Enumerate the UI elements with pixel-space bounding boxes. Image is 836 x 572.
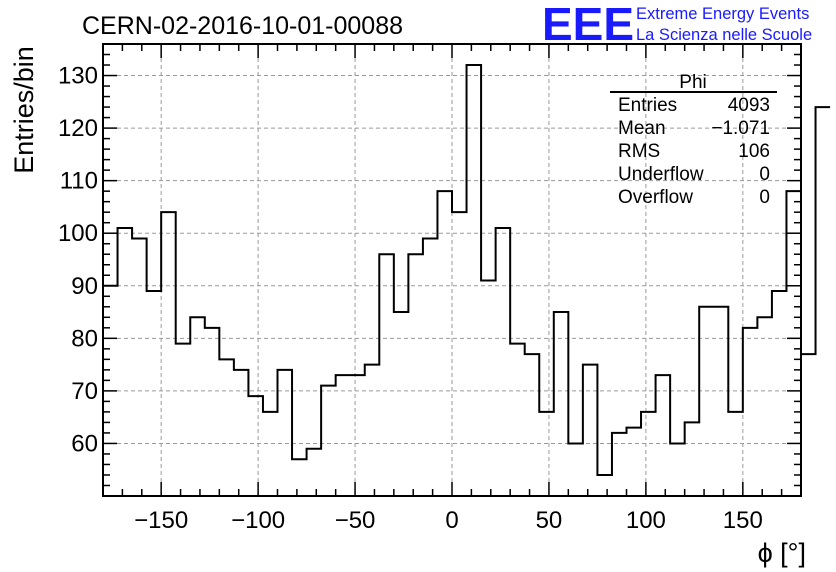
x-tick-labels: −150 −100 −50 0 50 100 150	[134, 507, 763, 534]
x-tick-label: −50	[335, 507, 376, 534]
logo-line-2: La Scienza nelle Scuole	[636, 26, 812, 44]
y-tick-label: 60	[71, 430, 98, 457]
y-tick-labels: 60 70 80 90 100 110 120 130	[58, 63, 98, 458]
y-tick-label: 80	[71, 325, 98, 352]
stats-row-value: 0	[759, 164, 770, 185]
x-tick-label: −150	[134, 507, 188, 534]
x-tick-label: 0	[445, 507, 458, 534]
stats-row-value: 4093	[728, 95, 770, 116]
x-axis-title: ϕ [°]	[758, 538, 806, 568]
stats-row-label: Mean	[618, 118, 666, 139]
logo-mark: EEE	[542, 0, 634, 50]
x-tick-label: 150	[723, 507, 763, 534]
y-tick-label: 70	[71, 378, 98, 405]
y-tick-label: 130	[58, 63, 98, 90]
stats-row-value: 0	[759, 187, 770, 208]
y-axis-title: Entries/bin	[9, 46, 39, 174]
y-tick-label: 120	[58, 115, 98, 142]
y-tick-label: 90	[71, 273, 98, 300]
y-tick-label: 110	[60, 168, 98, 195]
grid-lines	[103, 44, 801, 496]
stats-title: Phi	[679, 72, 706, 93]
stats-row-label: Entries	[618, 95, 677, 116]
histogram-line	[103, 64, 831, 476]
stats-row-label: RMS	[618, 141, 660, 162]
x-tick-label: 50	[536, 507, 563, 534]
eee-logo: EEE Extreme Energy Events La Scienza nel…	[542, 0, 812, 50]
stats-rows: Entries 4093 Mean −1.071 RMS 106 Underflow 0 Ove…	[618, 95, 770, 208]
axis-ticks	[103, 44, 801, 496]
y-tick-label: 100	[58, 220, 98, 247]
logo-line-1: Extreme Energy Events	[636, 5, 809, 23]
stats-row-value: 106	[738, 141, 770, 162]
stats-row-label: Overflow	[618, 187, 693, 208]
stats-box: Phi Entries 4093 Mean −1.071 RMS 106 Underflow…	[610, 72, 777, 208]
x-tick-label: −100	[231, 507, 285, 534]
stats-row-value: −1.071	[711, 118, 770, 139]
stats-row-label: Underflow	[618, 164, 704, 185]
chart-title: CERN-02-2016-10-01-00088	[82, 12, 403, 40]
x-tick-label: 100	[626, 507, 666, 534]
